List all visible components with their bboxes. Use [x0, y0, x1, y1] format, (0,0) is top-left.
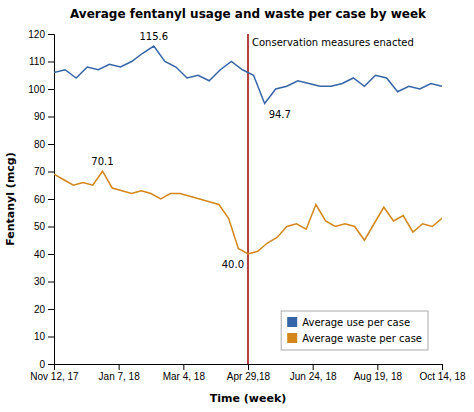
- y-tick-mark: [48, 199, 54, 200]
- y-tick-label: 110: [29, 56, 45, 67]
- x-tick-mark: [442, 364, 443, 370]
- y-tick-mark: [48, 172, 54, 173]
- y-tick-mark: [48, 227, 54, 228]
- legend: Average use per case Average waste per ca…: [281, 311, 428, 350]
- legend-swatch: [287, 333, 297, 343]
- legend-item: Average waste per case: [287, 333, 422, 344]
- series-line: [54, 46, 442, 103]
- x-tick-mark: [183, 364, 184, 370]
- y-tick: 70: [34, 166, 54, 177]
- y-tick: 10: [34, 331, 54, 342]
- legend-label: Average waste per case: [302, 333, 422, 344]
- y-tick: 90: [34, 111, 54, 122]
- y-tick: 40: [34, 249, 54, 260]
- x-tick-label: Jun 24, 18: [290, 371, 337, 382]
- legend-swatch: [287, 317, 297, 327]
- x-axis-title: Time (week): [210, 392, 286, 405]
- x-tick-label: Apr 29,18: [227, 371, 271, 382]
- x-tick-mark: [313, 364, 314, 370]
- x-tick: Oct 14, 18: [419, 364, 466, 382]
- x-tick-label: Jan 7, 18: [99, 371, 141, 382]
- y-tick-mark: [48, 117, 54, 118]
- y-tick-label: 50: [34, 221, 46, 232]
- y-axis: 0 10 20 30 40 50 60 70 80 90 100 110 120: [28, 29, 54, 370]
- y-tick-label: 20: [34, 304, 46, 315]
- y-tick-label: 60: [34, 194, 46, 205]
- y-tick-label: 10: [34, 331, 46, 342]
- y-tick: 110: [29, 56, 54, 67]
- vline: [247, 34, 249, 364]
- y-tick-label: 90: [34, 111, 46, 122]
- x-tick-label: Mar 4, 18: [163, 371, 206, 382]
- annotation: 94.7: [269, 109, 291, 120]
- y-tick: 100: [28, 84, 54, 95]
- x-tick: Aug 19, 18: [354, 364, 403, 382]
- x-tick: Mar 4, 18: [163, 364, 206, 382]
- y-tick-label: 80: [34, 139, 46, 150]
- y-tick-mark: [48, 89, 54, 90]
- y-tick-mark: [48, 337, 54, 338]
- y-tick-mark: [48, 62, 54, 63]
- texts: Conservation measures enacted 115.6 70.1 94…: [91, 31, 413, 270]
- y-tick: 30: [34, 276, 54, 287]
- annotation: 70.1: [91, 156, 113, 167]
- y-tick-label: 30: [34, 276, 46, 287]
- y-tick-mark: [48, 254, 54, 255]
- y-tick-mark: [48, 34, 54, 35]
- x-tick-label: Nov 12, 17: [30, 371, 79, 382]
- x-axis-line: [55, 365, 443, 371]
- y-tick: 120: [28, 29, 54, 40]
- vline-label: Conservation measures enacted: [252, 37, 414, 48]
- x-tick: Apr 29,18: [227, 364, 271, 382]
- y-tick: 60: [34, 194, 54, 205]
- x-tick: Nov 12, 17: [30, 364, 79, 382]
- y-axis-line: [48, 35, 55, 365]
- legend-box: [281, 311, 428, 350]
- annotation: 40.0: [222, 259, 244, 270]
- legend-label: Average use per case: [302, 317, 410, 328]
- series-line: [54, 171, 442, 254]
- x-tick-mark: [377, 364, 378, 370]
- x-tick-mark: [248, 364, 249, 370]
- plot: Nov 12, 17 Jan 7, 18 Mar 4, 18 Apr 29,18 Jun…: [28, 29, 466, 382]
- legend-item: Average use per case: [287, 317, 410, 328]
- y-tick-label: 120: [28, 29, 45, 40]
- x-tick-label: Oct 14, 18: [419, 371, 466, 382]
- marks: [54, 34, 442, 364]
- x-tick: Jan 7, 18: [99, 364, 141, 382]
- y-tick: 80: [34, 139, 54, 150]
- y-tick-mark: [48, 282, 54, 283]
- y-tick-label: 70: [34, 166, 46, 177]
- x-tick-label: Aug 19, 18: [354, 371, 403, 382]
- title: Average fentanyl usage and waste per cas…: [70, 7, 427, 21]
- y-axis-title: Fentanyl (mcg): [4, 152, 17, 246]
- y-tick-label: 0: [39, 359, 45, 370]
- y-tick: 50: [34, 221, 54, 232]
- y-tick-label: 40: [34, 249, 46, 260]
- y-tick: 20: [34, 304, 54, 315]
- y-tick: 0: [39, 359, 54, 370]
- y-tick-label: 100: [28, 84, 45, 95]
- y-tick-mark: [48, 309, 54, 310]
- y-tick-mark: [48, 144, 54, 145]
- annotation: 115.6: [139, 31, 168, 42]
- x-tick: Jun 24, 18: [290, 364, 337, 382]
- chart: Nov 12, 17 Jan 7, 18 Mar 4, 18 Apr 29,18 Jun…: [0, 0, 474, 412]
- x-axis: Nov 12, 17 Jan 7, 18 Mar 4, 18 Apr 29,18 Jun…: [30, 364, 466, 382]
- x-tick-mark: [119, 364, 120, 370]
- y-tick-mark: [48, 364, 54, 365]
